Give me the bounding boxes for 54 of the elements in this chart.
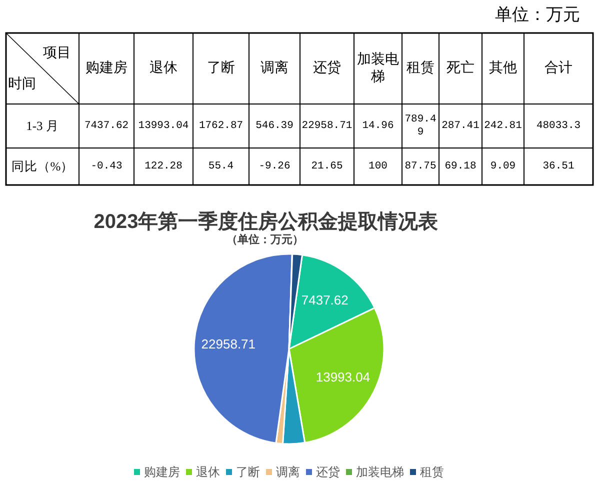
legend-label: 租赁 (420, 465, 444, 479)
column-header: 其他 (489, 61, 517, 76)
legend-label: 了断 (236, 465, 260, 479)
title: 2023年第一季度住房公积金提取情况表 (94, 211, 438, 233)
legend-item: 加装电梯 (346, 465, 404, 479)
column-header: 了断 (207, 61, 235, 76)
cell-value: 87.75 (404, 160, 436, 172)
legend-label: 购建房 (144, 465, 180, 479)
cell-value: 22958.71 (302, 120, 352, 132)
legend-item: 调离 (266, 465, 300, 479)
cell-value: 242.81 (484, 120, 522, 132)
cell-value: 21.65 (311, 160, 343, 172)
cell-value: -9.26 (258, 160, 290, 172)
data-label: 7437.62 (301, 292, 348, 308)
legend-item: 购建房 (134, 465, 180, 479)
legend-item: 退休 (186, 465, 220, 479)
column-header: 合计 (544, 61, 572, 76)
column-header: 还贷 (313, 61, 341, 76)
legend-item: 了断 (226, 465, 260, 479)
column-header: 调离 (260, 61, 288, 76)
column-header: 加装电梯 (357, 52, 399, 85)
ylabel: 时间 (8, 77, 36, 92)
cell-value: 122.28 (144, 160, 182, 172)
xlabel: 项目 (43, 46, 71, 61)
cell-value: 36.51 (542, 160, 574, 172)
cell-value: 9.09 (490, 160, 516, 172)
column-header: 死亡 (446, 61, 474, 76)
cell-value: 789.4 9 (404, 113, 436, 139)
column-header: 退休 (150, 61, 178, 76)
data-label: 13993.04 (316, 369, 370, 384)
cell-value: 55.4 (208, 160, 234, 172)
column-header: 租赁 (406, 61, 434, 76)
cell-value: 100 (368, 160, 388, 172)
cell-value: 13993.04 (138, 120, 189, 132)
legend-item: 还贷 (306, 465, 340, 479)
cell-value: 1762.87 (198, 120, 244, 132)
legend-label: 还贷 (316, 465, 340, 479)
cell-value: 546.39 (256, 120, 294, 132)
cell-value: 14.96 (362, 120, 394, 132)
legend-label: 调离 (276, 465, 300, 479)
row-header: 同比（%） (11, 160, 74, 174)
cell-value: 287.41 (442, 120, 480, 132)
row-header: 1-3 月 (26, 119, 59, 133)
legend-label: 退休 (196, 465, 220, 479)
cell-value: 48033.3 (536, 120, 581, 132)
annotation: 单位：万元 (495, 5, 580, 24)
subtitle: （单位：万元） (226, 234, 304, 246)
data-label: 22958.71 (201, 336, 256, 352)
legend-item: 租赁 (410, 465, 444, 479)
column-header: 购建房 (86, 61, 128, 76)
cell-value: -0.43 (90, 160, 122, 172)
legend-label: 加装电梯 (356, 465, 404, 479)
cell-value: 7437.62 (84, 120, 129, 132)
cell-value: 69.18 (444, 160, 476, 172)
